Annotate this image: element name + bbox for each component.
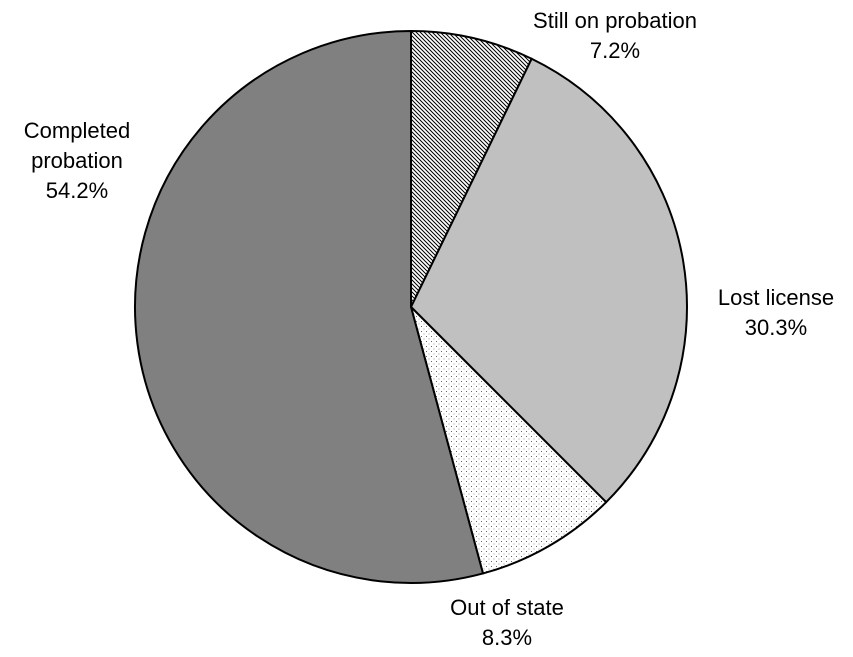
pie-percent-label: 8.3% (482, 625, 532, 650)
pie-labels: Still on probation 7.2% Lost license 30.3% O… (24, 8, 834, 650)
pie-label-out-of-state: Out of state 8.3% (450, 595, 564, 650)
pie-label-still-on-probation: Still on probation 7.2% (533, 8, 697, 63)
pie-percent-label: 7.2% (590, 38, 640, 63)
pie-slice-lost-license (410, 57, 688, 504)
pie-slice-out-of-state (410, 306, 608, 575)
pie-percent-label: 30.3% (745, 315, 807, 340)
pie-category-label: Still on probation (533, 8, 697, 33)
pie-slice-still-on-probation (410, 30, 533, 308)
pie-slices (134, 30, 688, 584)
pie-percent-label: 54.2% (46, 178, 108, 203)
pie-label-lost-license: Lost license 30.3% (718, 285, 834, 340)
pie-category-label: probation (31, 148, 123, 173)
pie-category-label: Completed (24, 118, 130, 143)
pie-category-label: Out of state (450, 595, 564, 620)
pie-slice-completed-probation (134, 30, 484, 584)
pie-category-label: Lost license (718, 285, 834, 310)
pie-label-completed-probation: Completed probation 54.2% (24, 118, 130, 203)
